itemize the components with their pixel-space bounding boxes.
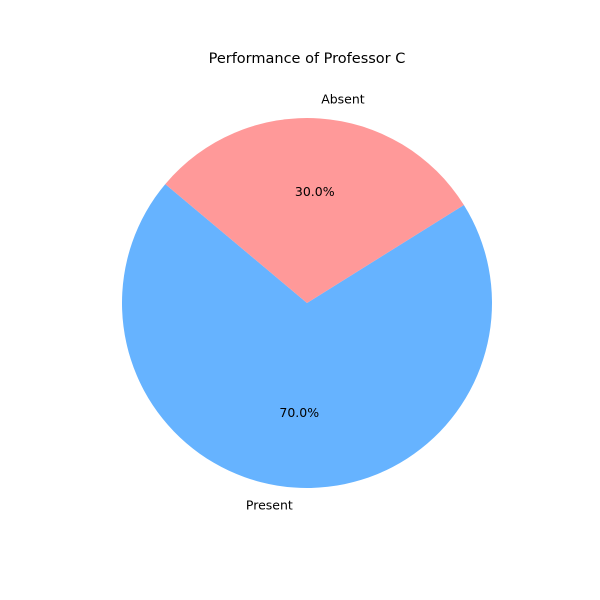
slice-label-absent: Absent <box>321 91 365 106</box>
slice-percent-present: 70.0% <box>279 405 319 420</box>
chart-title: Performance of Professor C <box>209 51 406 67</box>
pie-slice-absent <box>165 118 464 304</box>
pie-labels: Present 70.0% Absent 30.0% <box>246 91 365 512</box>
slice-label-present: Present <box>246 498 293 513</box>
pie-slices <box>122 118 493 489</box>
pie-slice-present <box>122 184 493 489</box>
slice-percent-absent: 30.0% <box>295 184 335 199</box>
